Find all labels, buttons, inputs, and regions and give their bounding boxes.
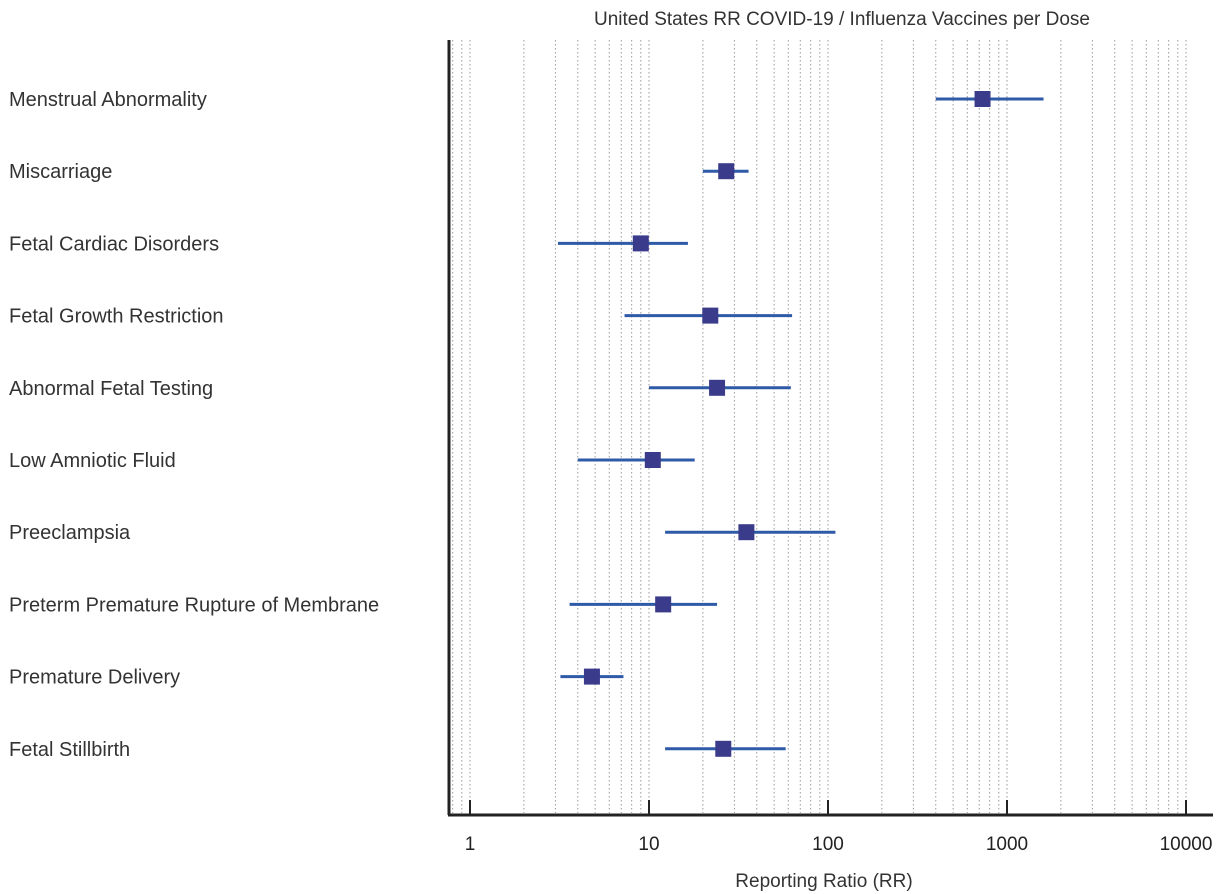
x-tick-label: 10000 (1160, 834, 1213, 855)
x-axis-label: Reporting Ratio (RR) (735, 871, 912, 892)
category-label: Fetal Stillbirth (9, 739, 130, 761)
category-label: Premature Delivery (9, 667, 180, 689)
category-label: Fetal Cardiac Disorders (9, 233, 219, 255)
point-marker (715, 740, 732, 757)
category-label: Low Amniotic Fluid (9, 450, 176, 472)
category-label: Menstrual Abnormality (9, 89, 207, 111)
gridlines (452, 40, 1187, 813)
point-marker (709, 379, 726, 396)
axes (447, 40, 1213, 817)
x-tick-label: 1 (465, 834, 476, 855)
x-tick-label: 10 (638, 834, 659, 855)
x-tick-label: 1000 (986, 834, 1028, 855)
category-label: Fetal Growth Restriction (9, 306, 224, 328)
category-label: Preterm Premature Rupture of Membrane (9, 594, 379, 616)
category-label: Preeclampsia (9, 522, 131, 544)
point-marker (702, 307, 719, 324)
x-tick-label: 100 (812, 834, 844, 855)
x-ticks: 1 10 100 1000 10000 (465, 800, 1213, 855)
category-label: Abnormal Fetal Testing (9, 378, 213, 400)
point-marker (583, 668, 600, 685)
point-marker (974, 91, 991, 107)
category-labels: Menstrual Abnormality Miscarriage Fetal Ca… (9, 89, 379, 761)
data-marks (557, 91, 1044, 757)
point-marker (644, 452, 661, 468)
chart-title: United States RR COVID-19 / Influenza Va… (594, 9, 1090, 30)
category-label: Miscarriage (9, 161, 112, 183)
point-marker (655, 596, 672, 613)
point-marker (738, 524, 755, 541)
point-marker (632, 235, 649, 252)
point-marker (718, 163, 735, 180)
